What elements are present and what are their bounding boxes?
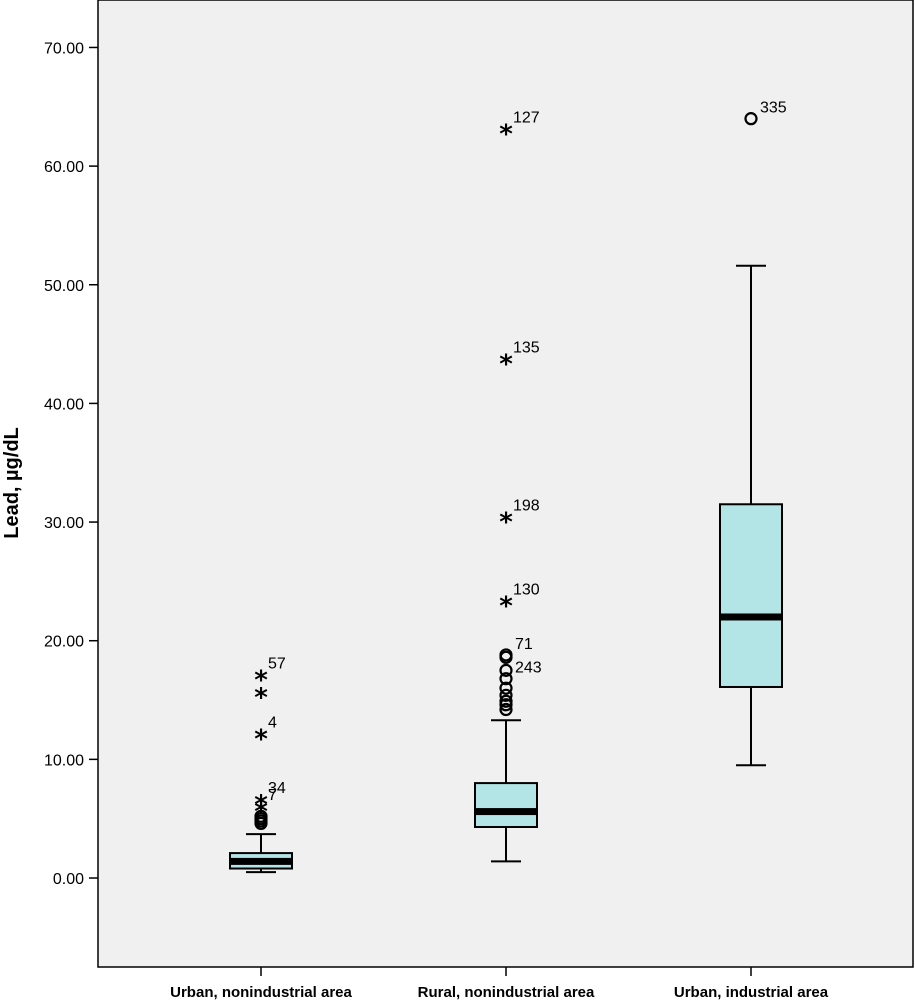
extreme-label: 130	[513, 582, 540, 599]
y-tick-label: 60.00	[44, 159, 84, 176]
extreme-label: 57	[268, 655, 286, 672]
outlier-point	[499, 688, 513, 702]
y-tick-label: 50.00	[44, 278, 84, 295]
y-axis: 0.00 10.00 20.00 30.00 40.00 50.00 60.00 70.00	[44, 40, 98, 888]
median-line	[720, 613, 782, 621]
y-tick-label: 0.00	[53, 871, 84, 888]
extreme-label: 34	[268, 780, 286, 797]
outlier-label: 243	[515, 660, 542, 677]
outlier-point	[744, 112, 758, 126]
extreme-label: 4	[268, 715, 277, 732]
iqr-box	[719, 503, 783, 688]
extreme-point: *	[254, 665, 268, 695]
outlier-point	[499, 672, 513, 686]
extreme-point: *	[499, 120, 513, 150]
extreme-point: *	[499, 508, 513, 538]
x-category-label: Rural, nonindustrial area	[418, 984, 595, 1000]
extreme-label: 198	[513, 498, 540, 515]
extreme-point: *	[499, 350, 513, 380]
y-tick-label: 10.00	[44, 752, 84, 769]
iqr-box	[474, 782, 538, 828]
extreme-point: *	[254, 790, 268, 820]
y-tick-label: 30.00	[44, 515, 84, 532]
extreme-label: 135	[513, 340, 540, 357]
box-group: 335	[719, 100, 787, 767]
extreme-point: *	[499, 592, 513, 622]
x-category-label: Urban, industrial area	[674, 984, 829, 1000]
y-tick-label: 40.00	[44, 396, 84, 413]
outlier-point	[499, 650, 513, 664]
outlier-point	[254, 809, 268, 823]
y-tick-label: 70.00	[44, 40, 84, 57]
median-line	[475, 808, 537, 816]
extreme-point: *	[254, 683, 268, 713]
extreme-label: 127	[513, 110, 540, 127]
extreme-point: *	[254, 725, 268, 755]
extreme-label: 7	[268, 787, 277, 804]
outlier-point	[499, 702, 513, 717]
y-axis-label: Lead, µg/dL	[1, 427, 23, 539]
box-group: *57**4*34*7	[229, 655, 293, 874]
x-axis: Urban, nonindustrial area Rural, nonindus…	[170, 967, 829, 1000]
outlier-point	[499, 681, 513, 695]
y-tick-label: 20.00	[44, 634, 84, 651]
outlier-label: 335	[760, 100, 787, 117]
median-line	[230, 857, 292, 865]
outlier-point	[499, 698, 513, 712]
outlier-label: 71	[515, 636, 533, 653]
outlier-point	[499, 663, 513, 677]
x-category-label: Urban, nonindustrial area	[170, 984, 352, 1000]
extreme-point: *	[254, 797, 268, 827]
